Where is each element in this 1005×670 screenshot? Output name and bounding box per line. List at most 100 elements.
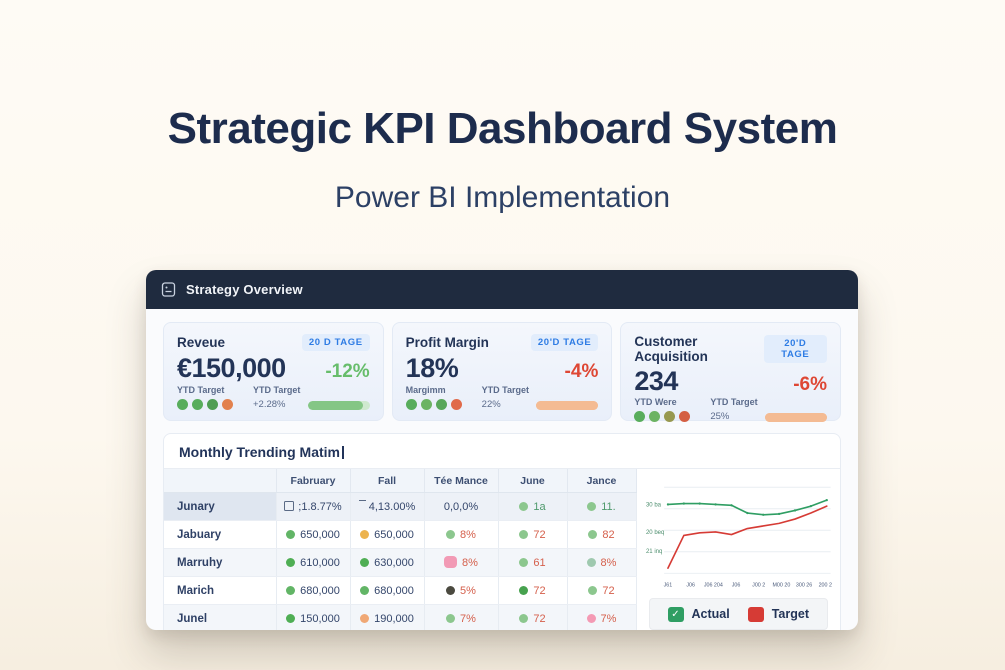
table-cell: 72 [498, 604, 568, 630]
status-dot [420, 399, 432, 410]
cell-value: 150,000 [300, 612, 340, 625]
status-dot [450, 399, 462, 410]
table-cell: 72 [567, 576, 637, 605]
cell-value: 650,000 [374, 528, 414, 541]
cell-value: 0,0,0% [443, 500, 479, 513]
row-label-cell: Junary [164, 492, 277, 521]
kpi-delta: -6% [793, 374, 828, 395]
kpi-card: Customer Acquisition 20'D TAGE 234 -6% YTD W… [620, 322, 842, 422]
cell-dot [446, 585, 456, 595]
table-cell: 650,000 [276, 520, 351, 549]
table-row: Marich 680,000 680,000 5% 72 72 [164, 576, 637, 605]
report-icon [161, 282, 176, 297]
chart-legend: ✓ Actual Target [648, 598, 828, 630]
table-header-row: Fabruary Fall Tée Mance June Jance [164, 469, 637, 493]
actual-point [666, 503, 669, 506]
check-icon: ✓ [671, 608, 680, 620]
kpi-card-title: Customer Acquisition [634, 334, 708, 364]
trend-table: Fabruary Fall Tée Mance June Jance Junary ;1.… [164, 469, 637, 630]
table-row: Marruhy 610,000 630,000 8% 61 8% [164, 548, 637, 577]
status-dot [435, 399, 447, 410]
cell-dot [286, 613, 296, 623]
cell-dot [586, 557, 596, 567]
monthly-title[interactable]: Monthly Trending Matim [164, 434, 840, 468]
status-dot [222, 399, 233, 410]
cell-dot [286, 585, 296, 595]
actual-point [793, 509, 796, 512]
cell-value: 82 [602, 528, 615, 541]
table-cell: 190,000 [350, 604, 425, 630]
cell-value: 630,000 [374, 556, 414, 569]
table-body: Junary ;1.8.77% 4,13.00% 0,0,0% 1a 11. Jabuary… [164, 492, 637, 630]
kpi-label: YTD Were [634, 397, 677, 407]
table-cell: 650,000 [350, 520, 425, 549]
x-tick-label: J06 [686, 583, 695, 589]
status-dots [405, 399, 482, 410]
trend-chart: 30 ba 20 beq 21 inq J61 J06 J06 204 J06 J00 2 M0… [645, 486, 832, 589]
cell-value: 7% [600, 612, 617, 625]
kpi-badge[interactable]: 20 D TAGE [301, 334, 370, 351]
x-tick-label: J06 [731, 583, 740, 589]
table-cell: 4,13.00% [350, 492, 425, 521]
cell-value: 72 [533, 612, 546, 625]
kpi-badge[interactable]: 20'D TAGE [763, 335, 828, 363]
table-cell: 8% [424, 520, 499, 549]
status-dot [192, 399, 203, 410]
cell-dot [587, 501, 597, 511]
cell-value: 72 [533, 528, 546, 541]
cell-dot [360, 613, 370, 623]
cell-dot [360, 557, 370, 567]
progress-fill [307, 401, 364, 410]
progress-bar [307, 401, 370, 410]
kpi-label: YTD Target [253, 385, 301, 395]
legend-item-actual[interactable]: ✓ Actual [667, 606, 730, 622]
actual-point [698, 502, 701, 505]
cell-value: 190,000 [374, 612, 414, 625]
cell-value: 8% [460, 528, 476, 541]
cell-dot [519, 585, 529, 595]
panel-header-title: Strategy Overview [186, 282, 303, 297]
kpi-value: 18% [405, 353, 459, 383]
cell-value: 680,000 [374, 584, 414, 597]
cell-value: 11. [601, 500, 616, 513]
status-dots [177, 399, 253, 410]
actual-point [745, 511, 749, 515]
cell-dot [446, 613, 456, 623]
cell-value: 4,13.00% [368, 501, 416, 513]
row-label-cell: Marruhy [164, 548, 277, 577]
table-header-cell: Jance [567, 469, 637, 493]
table-row: Junary ;1.8.77% 4,13.00% 0,0,0% 1a 11. [164, 492, 637, 521]
table-header-cell: Tée Mance [424, 469, 499, 493]
table-row: Jabuary 650,000 650,000 8% 72 82 [164, 520, 637, 549]
row-label-cell: Marich [164, 576, 277, 605]
kpi-badge[interactable]: 20'D TAGE [530, 334, 599, 351]
monthly-card: Monthly Trending Matim Fabruary Fall Tée M… [163, 433, 841, 630]
kpi-label: YTD Target [177, 385, 225, 395]
cell-dot [446, 529, 456, 539]
status-dot [679, 411, 691, 422]
cell-dot [519, 501, 529, 511]
page-subtitle: Power BI Implementation [334, 181, 671, 214]
cell-value: 5% [460, 584, 476, 597]
kpi-card: Profit Margin 20'D TAGE 18% -4% Margimm YTD T… [391, 322, 613, 421]
cell-dot [519, 529, 529, 539]
table-cell: 5% [424, 576, 499, 605]
cell-value: 7% [460, 612, 476, 625]
page-title: Strategic KPI Dashboard System [167, 104, 838, 153]
kpi-label: Margimm [405, 385, 446, 395]
y-tick-label: 20 beq [645, 530, 663, 536]
actual-point [761, 513, 764, 516]
legend-swatch-target [747, 606, 764, 622]
y-tick-label: 30 ba [645, 502, 661, 508]
table-cell: 8% [424, 548, 499, 577]
dashboard-panel: Strategy Overview Reveue 20 D TAGE €150,00… [146, 270, 858, 630]
checkbox-icon [284, 500, 295, 511]
table-cell: 610,000 [276, 548, 351, 577]
x-tick-label: M00 20 [772, 583, 790, 589]
legend-item-target[interactable]: Target [747, 606, 809, 622]
cell-value: 680,000 [300, 584, 340, 597]
cell-value: 61 [533, 556, 546, 569]
x-tick-label: J06 204 [703, 583, 722, 589]
table-cell: 72 [498, 576, 568, 605]
